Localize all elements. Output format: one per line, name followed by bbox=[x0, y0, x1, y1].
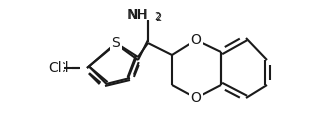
Text: Cl: Cl bbox=[48, 61, 62, 75]
Text: O: O bbox=[191, 91, 201, 105]
Text: NH: NH bbox=[127, 8, 148, 22]
Text: Cl: Cl bbox=[55, 61, 69, 75]
Text: 2: 2 bbox=[154, 12, 160, 22]
Text: O: O bbox=[191, 33, 201, 47]
Text: S: S bbox=[112, 37, 120, 51]
Text: NH: NH bbox=[126, 8, 147, 22]
Text: S: S bbox=[112, 36, 120, 50]
Text: 2: 2 bbox=[155, 13, 161, 23]
